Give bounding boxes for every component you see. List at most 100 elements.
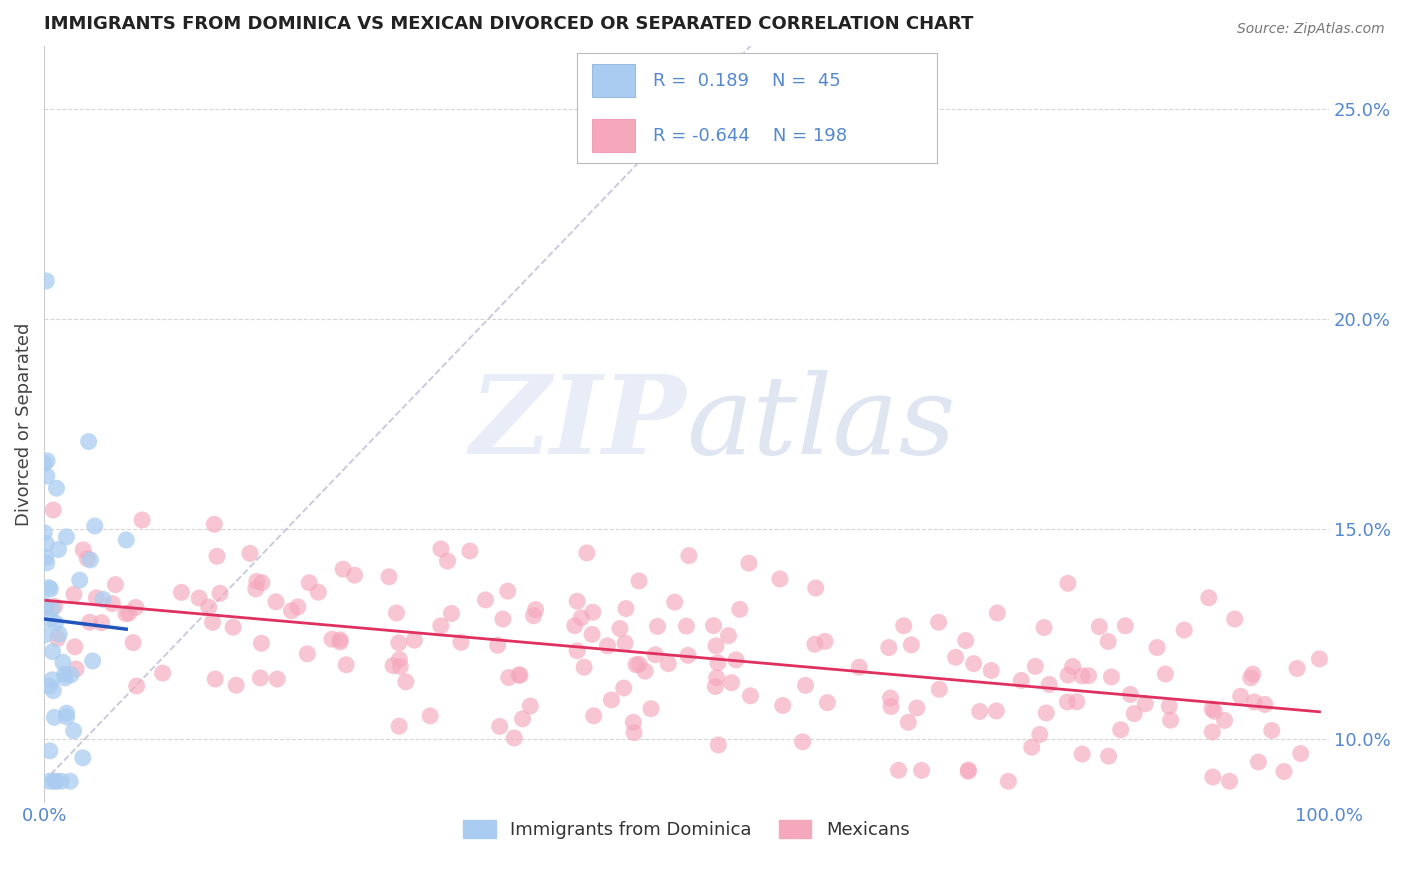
Point [1201,725,1223,739]
Point [53,671,76,685]
Point [35,536,58,550]
Point [1254,698,1277,712]
Point [1219,774,1241,789]
Point [897,715,920,730]
Point [38,744,60,758]
Point [62,723,84,738]
Point [38,679,60,693]
Point [486,638,509,652]
Point [321,632,343,647]
Point [34,598,56,612]
Point [1057,576,1080,591]
Point [986,606,1008,620]
Point [35,469,58,483]
Point [239,546,262,560]
Point [118,606,141,620]
Point [419,709,441,723]
Point [395,674,418,689]
Point [986,704,1008,718]
Point [430,541,453,556]
Point [900,638,922,652]
Point [503,731,526,745]
Point [79,553,101,567]
Point [887,764,910,778]
Point [1038,677,1060,691]
Point [450,635,472,649]
Point [91,592,114,607]
Point [332,562,354,576]
Point [1202,770,1225,784]
Point [1243,695,1265,709]
Point [307,585,329,599]
Point [1114,619,1136,633]
Point [152,666,174,681]
Point [945,650,967,665]
Point [905,701,928,715]
Point [1097,749,1119,764]
Point [1240,671,1263,685]
Point [564,618,586,632]
Point [804,581,827,595]
Point [928,682,950,697]
Point [1066,695,1088,709]
Point [997,774,1019,789]
Point [707,738,730,752]
Point [567,594,589,608]
Point [567,644,589,658]
Point [250,575,273,590]
Point [59,774,82,789]
Point [582,605,605,619]
Point [246,574,269,589]
Point [125,600,148,615]
Point [34,628,56,642]
Point [609,622,631,636]
Point [910,764,932,778]
Point [772,698,794,713]
Point [37,454,59,468]
Y-axis label: Divorced or Separated: Divorced or Separated [15,322,32,525]
Point [458,544,481,558]
Text: ZIP: ZIP [470,370,686,478]
Point [55,706,77,720]
Point [69,573,91,587]
Point [55,710,77,724]
Point [131,513,153,527]
Point [1173,623,1195,637]
Point [1035,706,1057,720]
Point [728,602,751,616]
Point [508,668,530,682]
Point [1146,640,1168,655]
Point [676,648,699,663]
Point [1201,702,1223,716]
Point [627,574,650,588]
Point [343,568,366,582]
Point [404,633,426,648]
Point [969,705,991,719]
Point [430,619,453,633]
Point [382,658,405,673]
Point [1308,652,1330,666]
Point [225,678,247,692]
Point [704,639,727,653]
Point [122,635,145,649]
Point [77,434,100,449]
Point [1198,591,1220,605]
Point [1123,706,1146,721]
Point [877,640,900,655]
Point [385,606,408,620]
Point [42,503,65,517]
Point [39,612,62,626]
Point [72,542,94,557]
Point [101,597,124,611]
Point [509,668,531,682]
Point [1033,621,1056,635]
Point [202,517,225,532]
Point [389,659,412,673]
Point [614,601,637,615]
Point [287,599,309,614]
Point [492,612,515,626]
Point [706,671,728,685]
Point [205,549,228,564]
Point [1154,667,1177,681]
Point [512,712,534,726]
